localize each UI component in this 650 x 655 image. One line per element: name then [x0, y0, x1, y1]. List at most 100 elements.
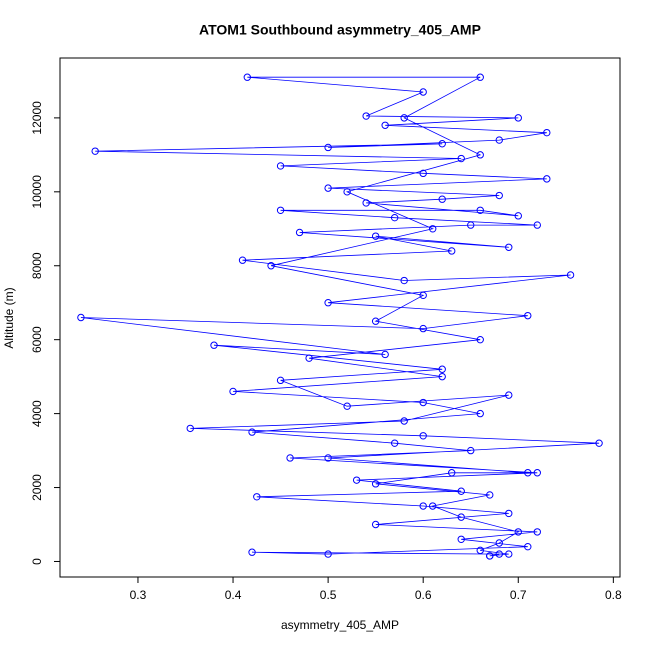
point — [381, 121, 389, 129]
point — [400, 276, 408, 285]
point — [533, 528, 541, 536]
point — [390, 439, 399, 447]
point — [524, 311, 532, 320]
point — [238, 256, 247, 264]
point — [476, 335, 484, 344]
x-tick-label: 0.4 — [225, 588, 242, 602]
point — [324, 454, 332, 462]
x-tick-label: 0.5 — [320, 588, 337, 602]
point — [467, 221, 475, 229]
point — [343, 188, 351, 196]
point — [505, 243, 513, 251]
y-tick-label: 6000 — [30, 326, 44, 353]
point — [248, 548, 256, 556]
point — [276, 206, 285, 214]
point — [324, 184, 332, 192]
point — [276, 376, 285, 385]
point — [352, 476, 361, 484]
point — [186, 424, 194, 433]
point — [543, 128, 551, 137]
point — [514, 528, 522, 536]
point — [457, 535, 465, 543]
point — [476, 206, 484, 214]
point — [419, 502, 427, 510]
y-tick-label: 4000 — [30, 400, 44, 427]
point — [324, 299, 332, 307]
point — [505, 550, 513, 558]
point — [467, 446, 475, 455]
point — [566, 271, 575, 279]
point — [495, 191, 503, 200]
point — [543, 175, 551, 183]
x-tick-label: 0.7 — [510, 588, 527, 602]
point — [267, 262, 275, 270]
point — [362, 112, 370, 120]
point — [371, 232, 380, 240]
chart-title: ATOM1 Southbound asymmetry_405_AMP — [199, 22, 481, 38]
point — [438, 365, 446, 373]
x-axis-label: asymmetry_405_AMP — [281, 618, 399, 632]
point — [524, 469, 532, 477]
point — [419, 398, 427, 407]
plot-frame — [59, 57, 621, 578]
point — [343, 402, 351, 410]
point — [305, 354, 313, 362]
point — [419, 88, 427, 96]
point — [210, 341, 218, 349]
y-tick-label: 0 — [30, 558, 44, 565]
point — [276, 162, 285, 170]
point — [524, 542, 532, 551]
point — [514, 212, 522, 220]
y-axis-label: Altitude (m) — [2, 287, 16, 348]
point — [91, 147, 99, 155]
point — [457, 487, 465, 495]
point — [286, 454, 294, 462]
point — [419, 432, 427, 440]
point — [514, 114, 522, 122]
point — [533, 221, 541, 229]
point — [390, 213, 399, 222]
point — [324, 143, 332, 152]
point — [595, 439, 603, 447]
point — [419, 324, 427, 333]
point — [438, 372, 446, 381]
point — [381, 350, 389, 359]
point — [505, 391, 513, 399]
point — [428, 225, 437, 233]
y-tick-label: 8000 — [30, 252, 44, 279]
point — [476, 409, 484, 418]
y-tick-label: 12000 — [30, 101, 44, 135]
x-tick-label: 0.8 — [605, 588, 622, 602]
point — [476, 151, 484, 159]
y-tick-label: 10000 — [30, 175, 44, 209]
x-tick-label: 0.3 — [130, 588, 147, 602]
point — [505, 509, 513, 518]
x-tick-label: 0.6 — [415, 588, 432, 602]
point — [495, 539, 503, 547]
point — [400, 417, 408, 425]
point — [229, 387, 237, 396]
point — [243, 73, 252, 81]
point — [495, 550, 503, 558]
point — [438, 195, 446, 203]
point — [77, 313, 85, 322]
point — [362, 199, 370, 207]
point — [295, 228, 304, 237]
point — [371, 520, 380, 529]
point — [371, 317, 380, 325]
point — [253, 493, 261, 501]
point — [486, 491, 494, 499]
point — [448, 247, 456, 255]
point — [476, 73, 484, 81]
point — [419, 291, 427, 300]
point — [371, 480, 380, 488]
point — [495, 136, 503, 144]
point — [248, 428, 256, 436]
point — [533, 469, 541, 477]
series-line — [80, 76, 600, 557]
point — [486, 552, 494, 560]
point — [419, 169, 427, 178]
point — [324, 550, 332, 558]
